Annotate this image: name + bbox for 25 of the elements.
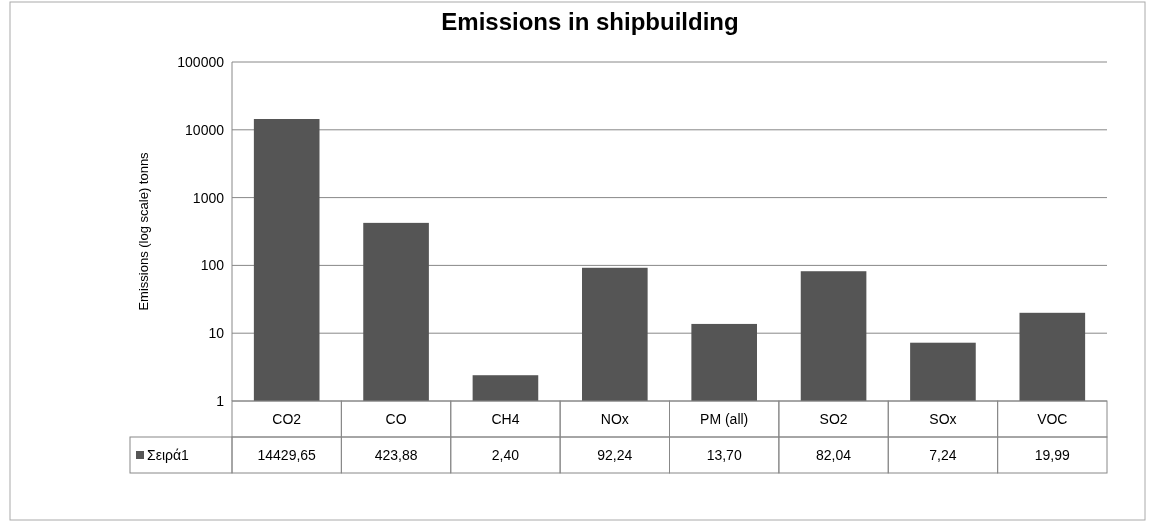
- y-tick-label: 100: [200, 257, 225, 274]
- x-tick-label: SO2: [819, 410, 848, 427]
- data-label: 423,88: [374, 446, 418, 463]
- x-tick-label: NOx: [600, 410, 629, 427]
- x-tick-label: CO: [385, 410, 407, 427]
- x-tick-label: PM (all): [700, 410, 749, 427]
- x-tick-label: CH4: [491, 410, 520, 427]
- x-tick-label: CO2: [272, 410, 302, 427]
- y-tick-label: 1: [216, 392, 225, 409]
- data-label: 92,24: [597, 446, 633, 463]
- data-label: 14429,65: [257, 446, 317, 463]
- data-label: 19,99: [1034, 446, 1071, 463]
- y-tick-label: 1000: [192, 189, 225, 206]
- legend-label: Σειρά1: [147, 446, 190, 463]
- data-label: 7,24: [929, 446, 957, 463]
- data-label: 2,40: [491, 446, 520, 463]
- y-axis-title: Emissions (log scale) tonns: [136, 151, 151, 311]
- x-tick-label: VOC: [1037, 410, 1068, 427]
- data-label: 13,70: [706, 446, 742, 463]
- y-tick-label: 10: [208, 325, 225, 342]
- data-label: 82,04: [816, 446, 852, 463]
- y-tick-label: 10000: [185, 121, 225, 138]
- x-tick-label: SOx: [929, 410, 957, 427]
- y-tick-label: 100000: [177, 53, 225, 70]
- chart-title: Emissions in shipbuilding: [441, 8, 739, 35]
